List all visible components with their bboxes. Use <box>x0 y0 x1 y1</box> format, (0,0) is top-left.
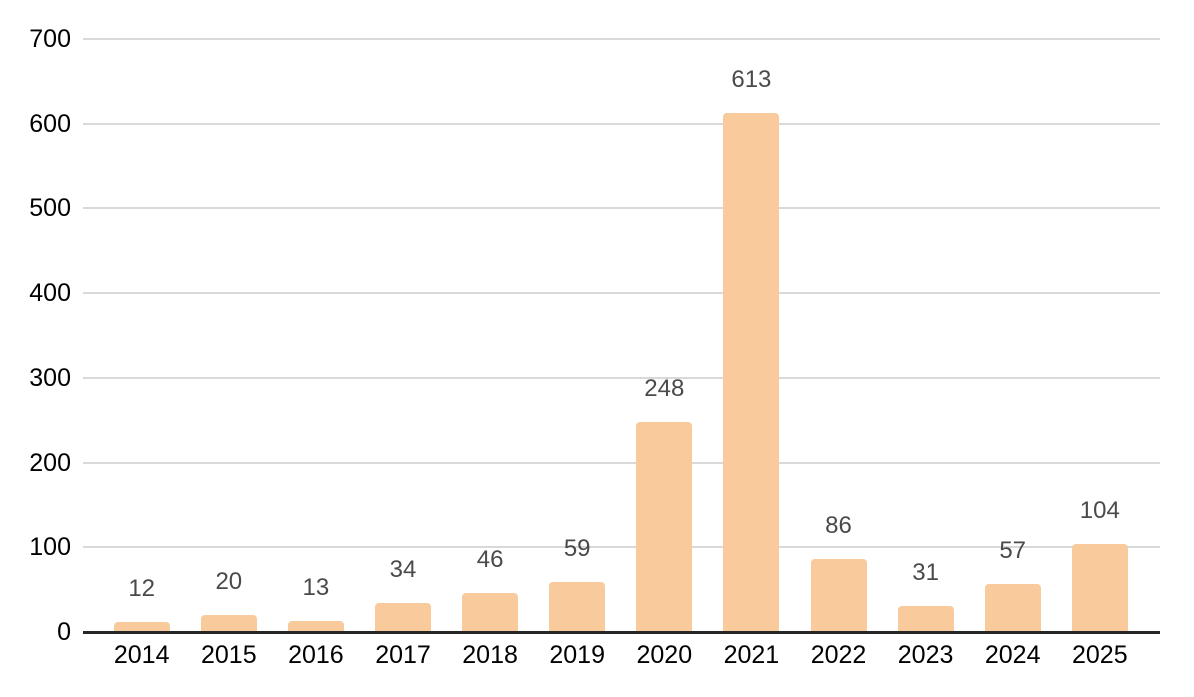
bar-2021 <box>723 112 780 631</box>
bar-2023 <box>897 605 954 631</box>
y-tick-label: 600 <box>29 109 71 138</box>
x-tick-label-2014: 2014 <box>113 641 170 669</box>
gridline-500 <box>83 207 1160 210</box>
data-label-2014: 12 <box>128 574 156 602</box>
y-tick-label: 0 <box>57 618 71 646</box>
data-label-2025: 104 <box>1079 496 1120 524</box>
y-tick-label: 100 <box>29 533 71 562</box>
x-axis-line <box>83 631 1160 634</box>
bar-2018 <box>462 593 519 631</box>
data-label-2016: 13 <box>302 574 330 601</box>
x-tick-label-2018: 2018 <box>462 641 518 669</box>
data-label-2023: 31 <box>912 558 939 586</box>
data-label-2022: 86 <box>825 512 852 540</box>
bar-2017 <box>375 603 431 631</box>
data-label-2021: 613 <box>731 65 772 93</box>
gridline-300 <box>83 376 1160 379</box>
bar-2025 <box>1071 543 1128 631</box>
bar-2024 <box>984 583 1041 631</box>
x-tick-label-2020: 2020 <box>636 641 693 669</box>
gridline-200 <box>83 461 1160 464</box>
y-tick-label: 400 <box>29 279 71 308</box>
gridline-600 <box>83 122 1160 125</box>
data-label-2015: 20 <box>215 568 243 596</box>
data-label-2020: 248 <box>644 374 685 402</box>
x-tick-label-2016: 2016 <box>288 641 344 669</box>
data-label-2017: 34 <box>389 556 417 584</box>
x-tick-label-2019: 2019 <box>549 641 605 669</box>
data-label-2018: 46 <box>476 546 504 574</box>
x-tick-label-2023: 2023 <box>897 641 954 669</box>
gridline-400 <box>83 292 1160 295</box>
x-tick-label-2024: 2024 <box>984 641 1041 669</box>
data-label-2024: 57 <box>999 536 1027 564</box>
x-tick-label-2017: 2017 <box>375 641 431 669</box>
bar-2020 <box>636 421 693 631</box>
bar-2015 <box>200 615 257 631</box>
x-tick-label-2022: 2022 <box>810 641 867 669</box>
x-tick-label-2025: 2025 <box>1071 641 1128 669</box>
plot-area: 12 20 13 34 46 59 248 613 86 31 57 104 <box>83 38 1160 634</box>
y-tick-label: 500 <box>29 194 71 223</box>
bar-2019 <box>549 582 606 631</box>
data-label-2019: 59 <box>563 535 591 563</box>
y-tick-label: 700 <box>29 25 71 53</box>
gridline-100 <box>83 546 1160 549</box>
gridline-700 <box>83 38 1160 40</box>
y-tick-label: 300 <box>29 363 71 392</box>
bar-2016 <box>287 621 344 631</box>
bar-2022 <box>810 559 867 631</box>
x-tick-label-2015: 2015 <box>200 641 257 669</box>
bar-2014 <box>113 621 170 631</box>
x-tick-label-2021: 2021 <box>723 641 780 669</box>
y-tick-label: 200 <box>29 448 71 477</box>
